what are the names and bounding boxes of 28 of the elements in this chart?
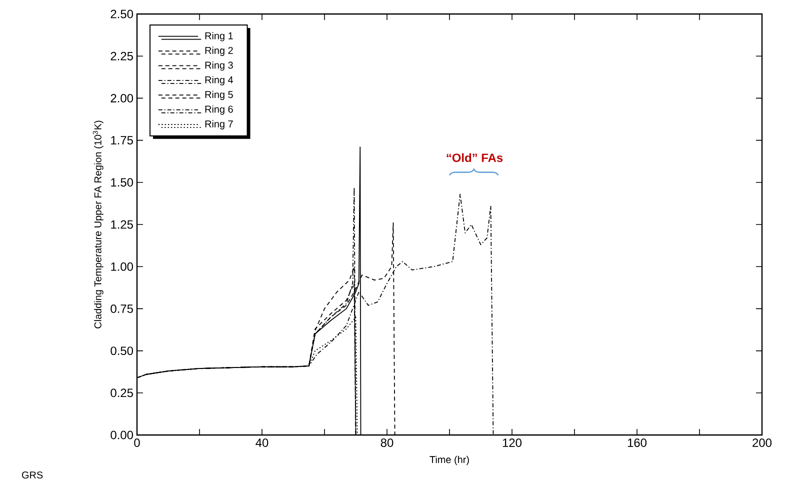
x-tick-label: 40 xyxy=(256,438,268,447)
legend-label: Ring 5 xyxy=(205,90,233,100)
y-tick-label: 0.50 xyxy=(110,346,134,356)
legend-label: Ring 6 xyxy=(205,105,233,115)
legend-label: Ring 7 xyxy=(205,120,233,130)
y-tick-label: 1.25 xyxy=(111,220,133,229)
legend-label: Ring 1 xyxy=(205,32,233,42)
y-axis-title: Cladding Temperature Upper FA Region (10$^{3}$K) xyxy=(92,120,104,328)
y-tick-label: 2.50 xyxy=(110,10,134,18)
y-tick-label: 1.00 xyxy=(111,262,134,271)
y-tick-label: 1.50 xyxy=(111,178,134,187)
legend-label: Ring 4 xyxy=(205,76,234,86)
y-tick-label: 0.25 xyxy=(110,388,133,398)
x-tick-label: 120 xyxy=(502,438,522,447)
legend-label: Ring 2 xyxy=(205,46,233,56)
x-tick-label: 200 xyxy=(752,438,772,447)
x-tick-label: 0 xyxy=(134,438,140,447)
legend-label: Ring 3 xyxy=(205,61,233,71)
y-tick-label: 0.00 xyxy=(110,430,134,440)
annotation: “Old” FAs xyxy=(446,153,503,162)
y-tick-label: 1.75 xyxy=(111,136,133,144)
x-axis-title: Time (hr) xyxy=(430,456,469,466)
y-tick-label: 2.00 xyxy=(110,94,134,102)
x-tick-label: 80 xyxy=(380,438,394,447)
x-tick-label: 160 xyxy=(628,438,647,447)
y-tick-label: 2.25 xyxy=(110,52,133,60)
y-tick-label: 0.75 xyxy=(110,304,133,313)
text: GRS xyxy=(22,471,43,479)
